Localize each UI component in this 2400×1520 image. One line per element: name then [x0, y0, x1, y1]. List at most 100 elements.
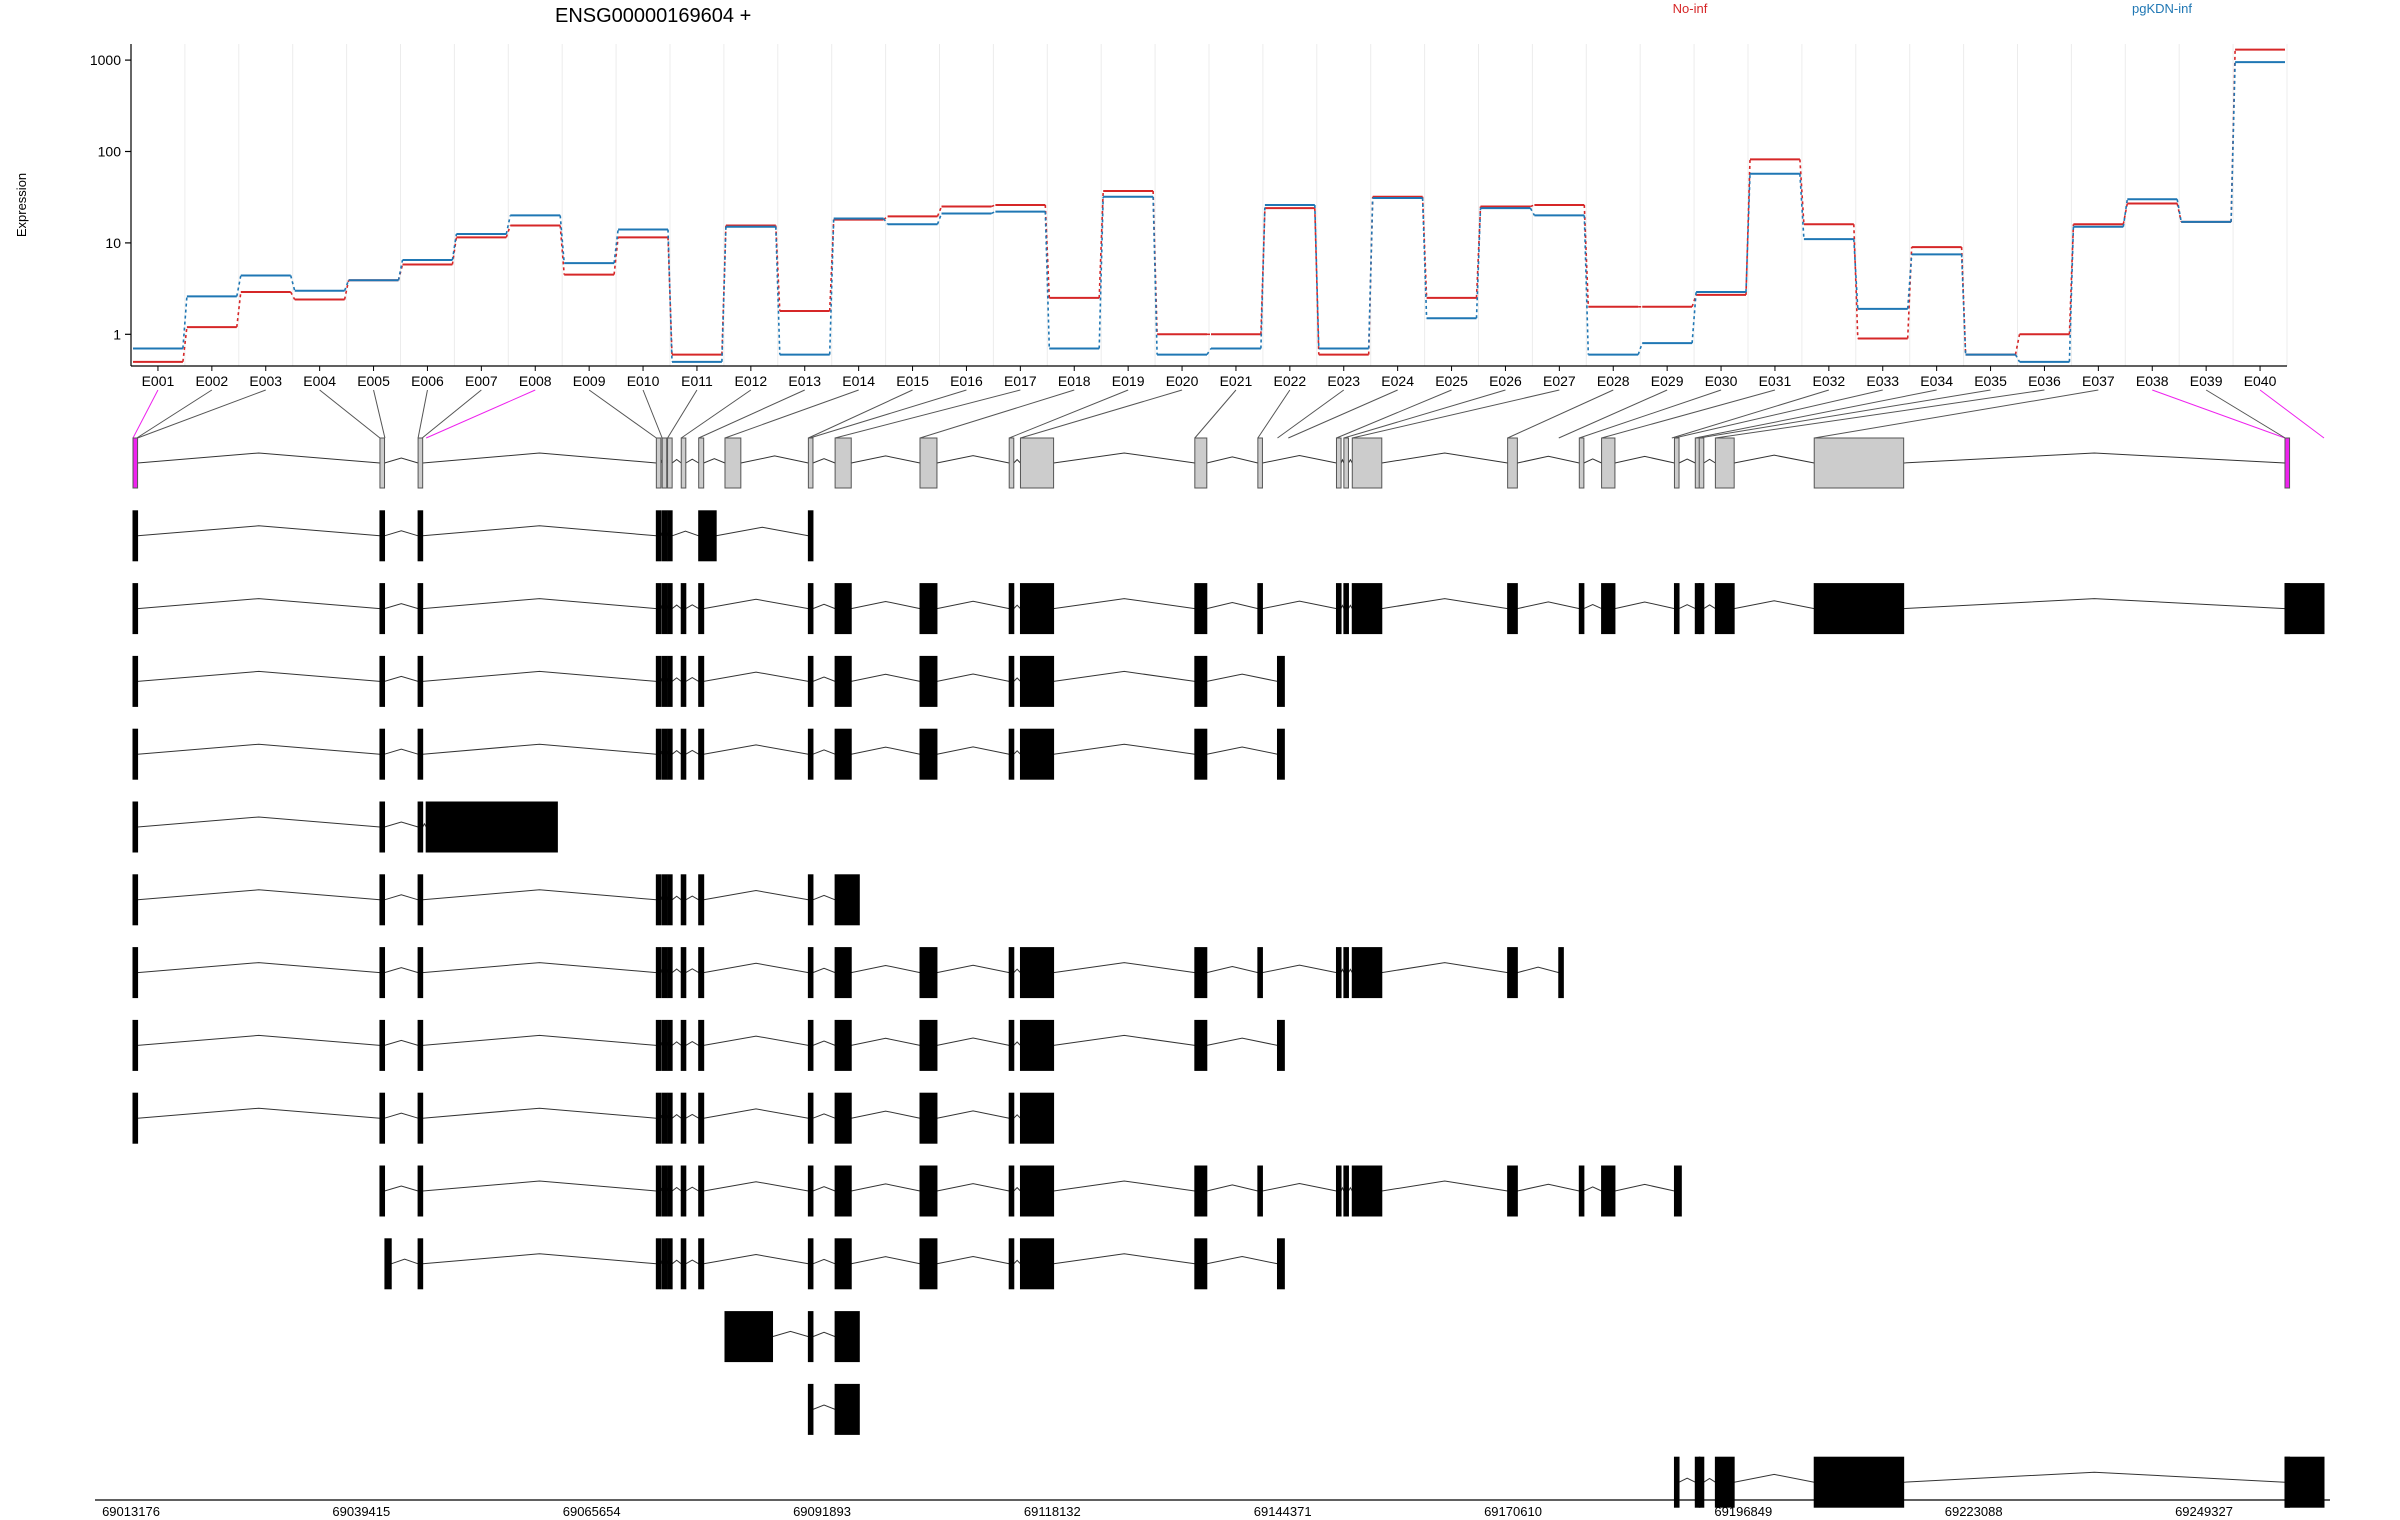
intron-line [1703, 604, 1716, 610]
exon-link-line [425, 389, 536, 439]
intron-line [422, 670, 657, 682]
exon-box [698, 874, 705, 926]
exon-box [1019, 728, 1055, 780]
intron-line [703, 671, 809, 682]
series-connector [182, 296, 188, 349]
exon-box [1008, 1238, 1015, 1290]
intron-line [1013, 677, 1021, 682]
exon-box [1019, 437, 1055, 489]
exon-box [807, 510, 814, 562]
exon-link-line [1579, 389, 1722, 439]
intron-line [812, 1113, 836, 1119]
intron-line [1734, 600, 1815, 610]
x-tick-label: E026 [1489, 373, 1522, 389]
exon-box [417, 510, 424, 562]
intron-line [384, 530, 419, 537]
exon-box [1019, 1165, 1055, 1217]
intron-line [422, 743, 657, 755]
x-tick-label: E016 [950, 373, 983, 389]
exon-box [667, 583, 673, 635]
intron-line [1013, 458, 1021, 464]
intron-line [422, 889, 657, 901]
intron-line [1614, 1183, 1675, 1192]
exon-box [1343, 437, 1349, 489]
x-tick-label: E028 [1597, 373, 1630, 389]
exon-box [667, 655, 673, 707]
intron-line [812, 1258, 836, 1265]
exon-box [834, 655, 852, 707]
series-connector [1960, 254, 1967, 355]
exon-box [1813, 583, 1905, 635]
intron-line [1053, 598, 1195, 610]
exon-link-line [1009, 389, 1129, 439]
exon-box [661, 1092, 668, 1144]
exon-box [417, 583, 424, 635]
exon-box [417, 801, 424, 853]
exon-box [1194, 947, 1208, 999]
series-connector [667, 229, 673, 362]
intron-line [422, 1034, 657, 1046]
intron-line [812, 1331, 836, 1338]
intron-line [384, 457, 419, 464]
exon-link-line [680, 389, 752, 439]
exon-box [680, 655, 687, 707]
exon-box [132, 874, 139, 926]
exon-box [680, 1019, 687, 1071]
series-connector [1314, 208, 1320, 355]
intron-line [685, 677, 699, 682]
series-connector [1530, 204, 1535, 208]
intron-line [137, 525, 380, 537]
exon-box [661, 655, 668, 707]
exon-box [807, 1311, 814, 1363]
intron-line [851, 1256, 921, 1265]
intron-line [671, 1259, 682, 1265]
exon-link-line [136, 389, 213, 439]
exon-box [1019, 655, 1055, 707]
genome-tick-label: 69144371 [1254, 1504, 1312, 1519]
exon-box [1351, 583, 1383, 635]
exon-box [667, 1238, 673, 1290]
genome-tick-label: 69223088 [1945, 1504, 2003, 1519]
x-tick-label: E030 [1705, 373, 1738, 389]
intron-line [137, 452, 380, 464]
series-connector [991, 210, 996, 215]
exon-box [1335, 947, 1342, 999]
exon-box [680, 437, 687, 489]
exon-box [698, 583, 705, 635]
exon-box [1673, 583, 1680, 635]
intron-line [1053, 1253, 1195, 1265]
exon-box [834, 1311, 860, 1363]
x-tick-label: E002 [195, 373, 228, 389]
exon-box [379, 437, 386, 489]
x-tick-label: E037 [2082, 373, 2115, 389]
intron-line [384, 675, 419, 682]
exon-box [1335, 583, 1342, 635]
exon-box [1351, 437, 1383, 489]
exon-box [807, 1092, 814, 1144]
exon-box [698, 1092, 705, 1144]
intron-line [703, 962, 809, 974]
exon-box [834, 437, 852, 489]
exon-box [379, 874, 386, 926]
exon-box [807, 1019, 814, 1071]
series-connector [343, 279, 350, 291]
exon-box [132, 1092, 139, 1144]
intron-line [137, 598, 380, 610]
intron-line [812, 676, 836, 682]
axes: 1 10 100 1000 E001 E002 E003 E004 E005 E006 E007 E0… [90, 44, 2287, 389]
x-tick-label: E019 [1112, 373, 1145, 389]
series-connector [1745, 159, 1751, 295]
legend-label-pgkdn-inf: pgKDN-inf [2132, 1, 2192, 16]
series-connector [2176, 199, 2182, 222]
exon-box [2284, 437, 2291, 489]
exon-box [655, 1165, 662, 1217]
exon-box [1351, 1165, 1383, 1217]
exon-box [834, 874, 860, 926]
intron-line [936, 1110, 1010, 1119]
exon-box [919, 437, 938, 489]
exon-box [655, 728, 662, 780]
x-tick-label: E005 [357, 373, 390, 389]
y-tick-label: 1 [113, 326, 121, 342]
exon-link-line [1671, 389, 1829, 439]
exon-link-line [2152, 389, 2286, 439]
